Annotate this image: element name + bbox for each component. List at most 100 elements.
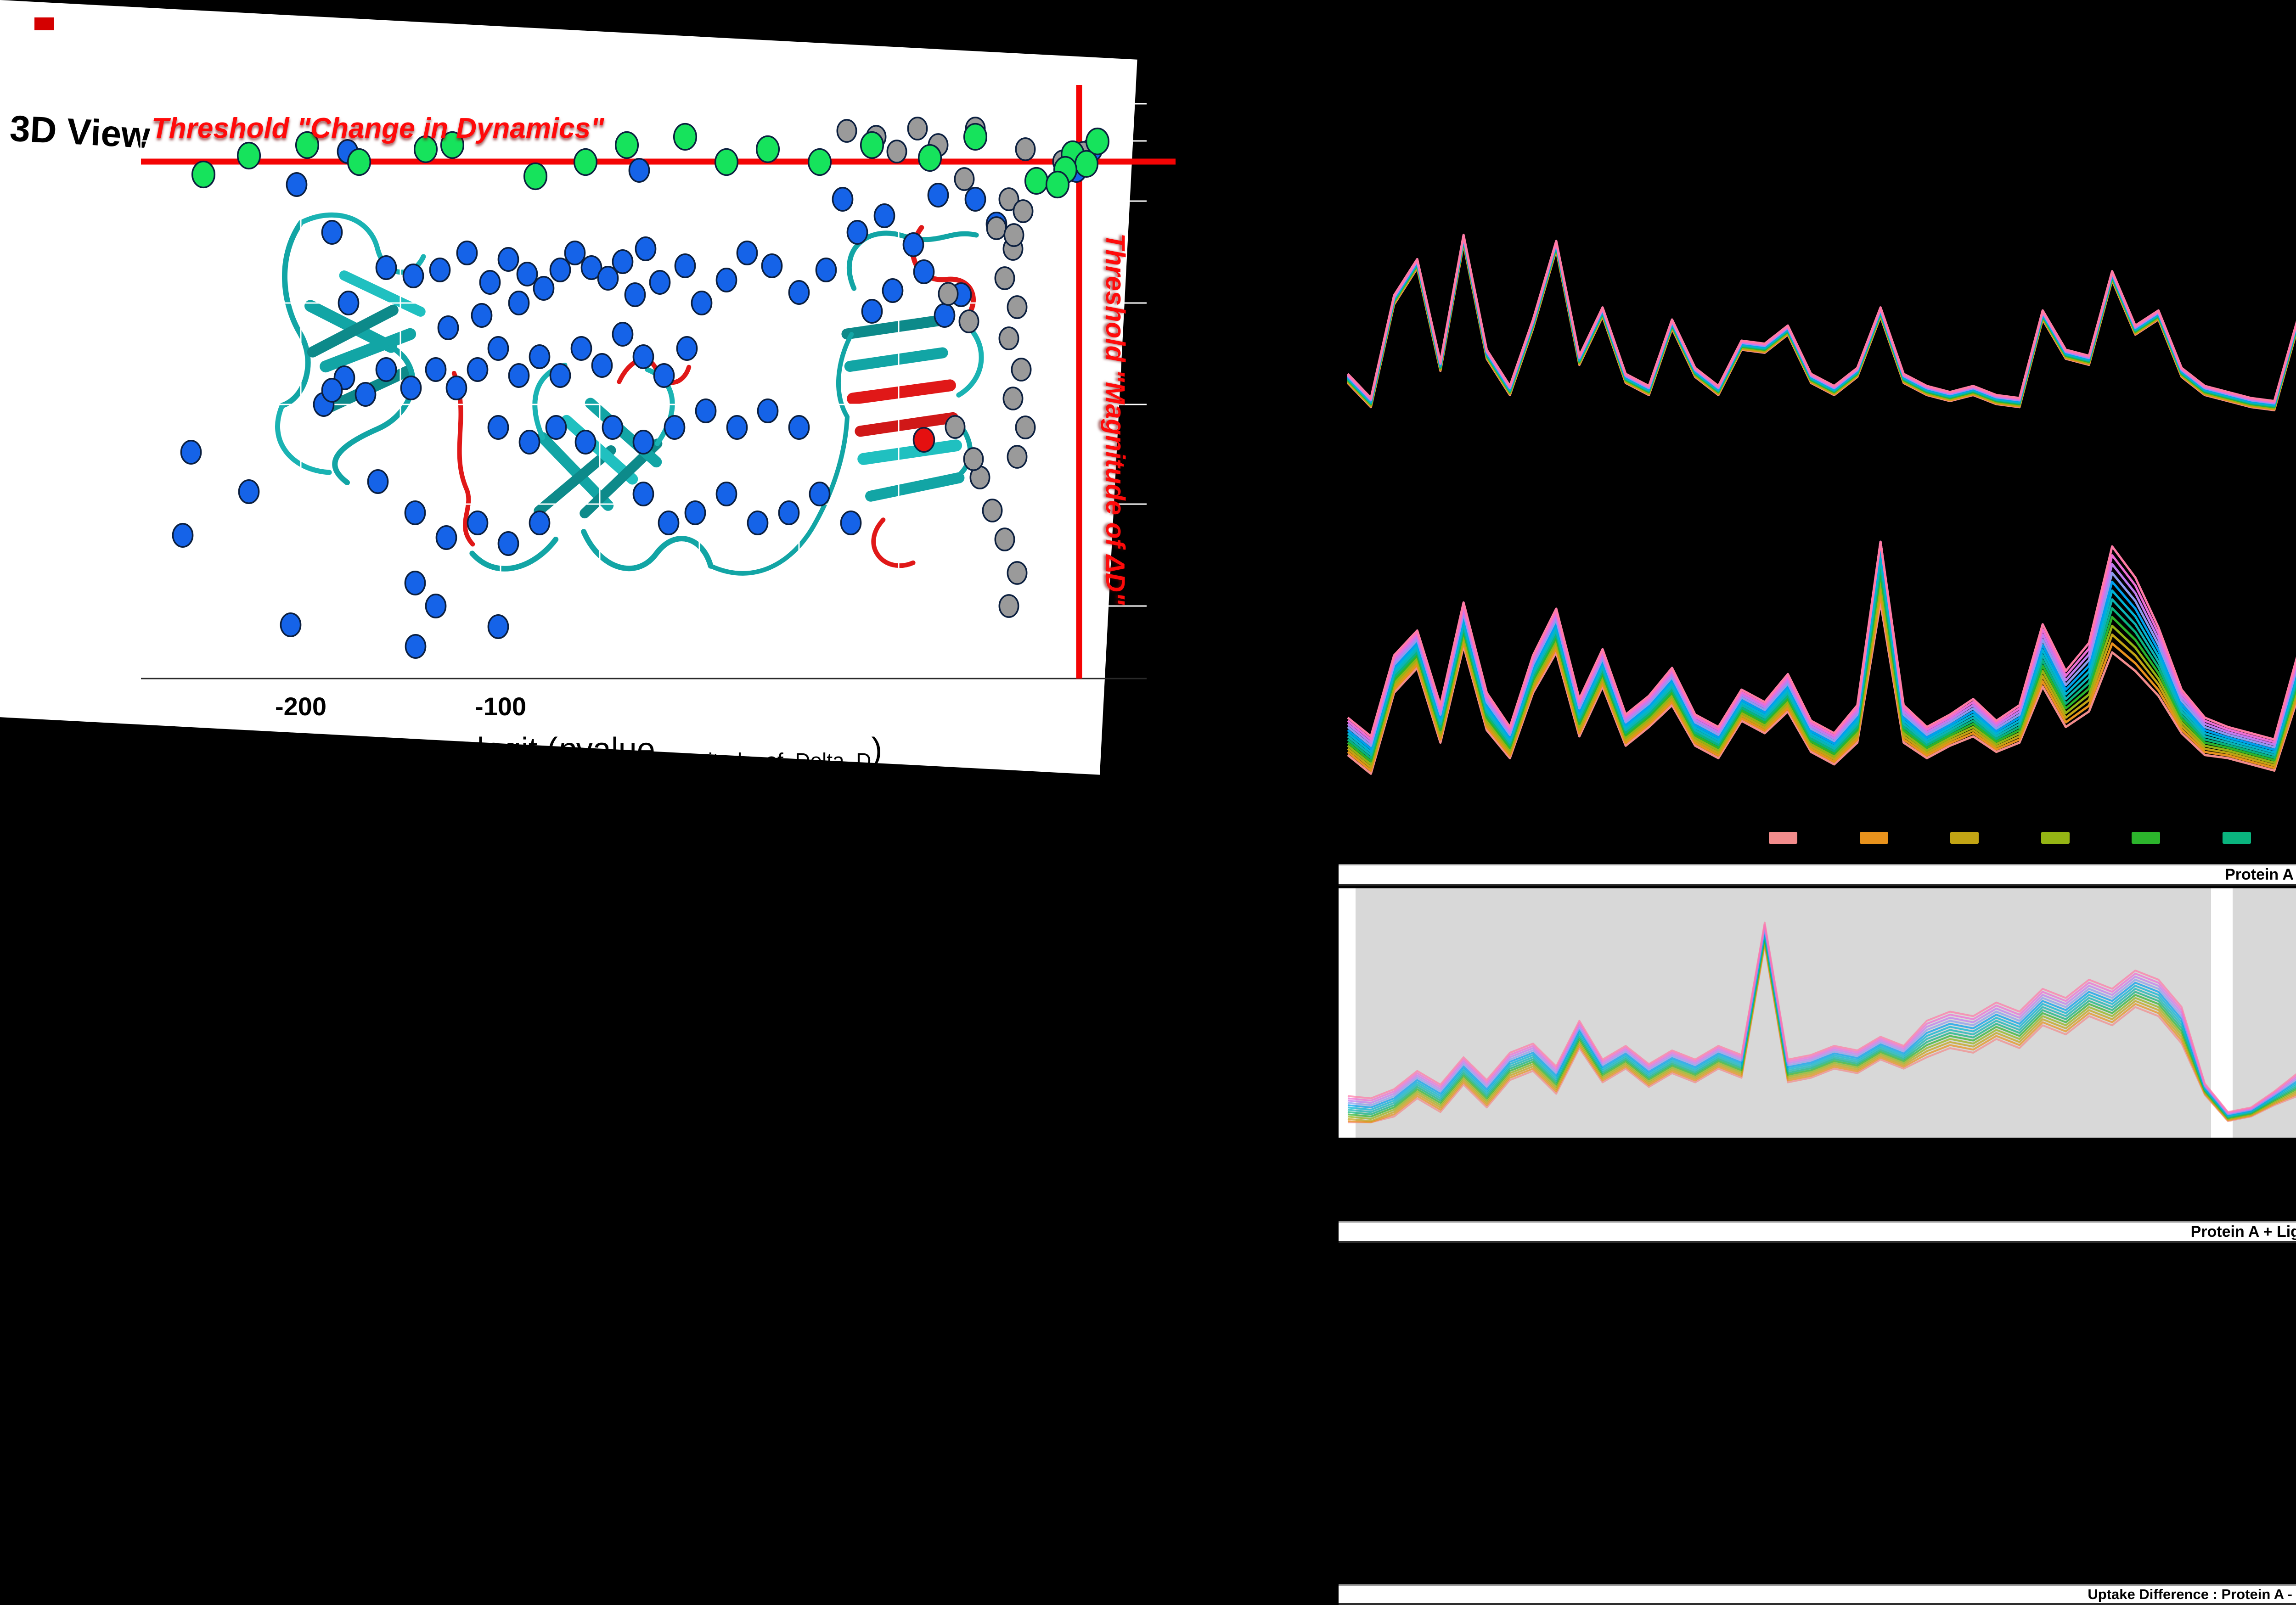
- volcano-point[interactable]: [191, 160, 216, 189]
- volcano-point[interactable]: [529, 344, 551, 369]
- volcano-point[interactable]: [523, 162, 548, 191]
- volcano-point[interactable]: [405, 634, 427, 659]
- volcano-point[interactable]: [658, 511, 680, 535]
- volcano-point[interactable]: [882, 278, 904, 303]
- volcano-point[interactable]: [402, 264, 424, 288]
- volcano-point[interactable]: [570, 336, 592, 361]
- volcano-point[interactable]: [994, 528, 1015, 551]
- volcano-point[interactable]: [1007, 295, 1028, 319]
- volcano-point[interactable]: [624, 282, 646, 307]
- volcano-point[interactable]: [487, 614, 509, 639]
- volcano-point[interactable]: [714, 148, 739, 176]
- volcano-point[interactable]: [533, 276, 555, 301]
- volcano-point[interactable]: [437, 315, 459, 340]
- volcano-point[interactable]: [295, 131, 320, 159]
- volcano-point[interactable]: [602, 415, 624, 440]
- volcano-point[interactable]: [429, 258, 451, 282]
- volcano-point[interactable]: [807, 148, 832, 176]
- volcano-point[interactable]: [425, 357, 447, 382]
- volcano-point[interactable]: [347, 148, 371, 176]
- volcano-point[interactable]: [497, 247, 519, 272]
- volcano-point[interactable]: [913, 259, 935, 284]
- volcano-point[interactable]: [1007, 445, 1028, 469]
- volcano-point[interactable]: [635, 236, 657, 261]
- volcano-point[interactable]: [280, 612, 302, 637]
- volcano-point[interactable]: [573, 148, 598, 176]
- volcano-point[interactable]: [873, 203, 895, 228]
- volcano-point[interactable]: [238, 479, 260, 504]
- volcano-point[interactable]: [612, 249, 634, 274]
- volcano-point[interactable]: [963, 447, 984, 471]
- volcano-point[interactable]: [321, 220, 343, 245]
- volcano-point[interactable]: [1015, 415, 1036, 439]
- volcano-point[interactable]: [747, 511, 769, 535]
- volcano-point[interactable]: [676, 336, 698, 361]
- volcano-point[interactable]: [632, 482, 654, 506]
- volcano-point[interactable]: [580, 255, 602, 280]
- volcano-point[interactable]: [471, 303, 493, 328]
- volcano-point[interactable]: [1085, 127, 1110, 156]
- volcano-point[interactable]: [649, 270, 671, 295]
- volcano-point[interactable]: [508, 291, 530, 315]
- volcano-point[interactable]: [684, 500, 706, 525]
- volcano-point[interactable]: [964, 187, 986, 212]
- volcano-point[interactable]: [367, 469, 389, 494]
- volcano-point[interactable]: [846, 220, 868, 245]
- volcano-point[interactable]: [861, 299, 883, 324]
- volcano-point[interactable]: [902, 232, 924, 257]
- volcano-point[interactable]: [440, 131, 465, 159]
- volcano-point[interactable]: [886, 140, 907, 163]
- volcano-point[interactable]: [321, 378, 343, 403]
- volcano-point[interactable]: [840, 511, 862, 535]
- volcano-point[interactable]: [597, 266, 619, 291]
- volcano-point[interactable]: [467, 357, 489, 382]
- volcano-point[interactable]: [653, 363, 675, 388]
- volcano-point[interactable]: [695, 398, 717, 423]
- volcano-point[interactable]: [836, 119, 857, 143]
- volcano-point[interactable]: [994, 266, 1015, 290]
- volcano-point[interactable]: [912, 427, 935, 453]
- volcano-point[interactable]: [788, 280, 810, 305]
- volcano-point[interactable]: [479, 270, 501, 295]
- volcano-point[interactable]: [497, 531, 519, 556]
- volcano-point[interactable]: [809, 482, 831, 506]
- volcano-point[interactable]: [487, 336, 509, 361]
- volcano-point[interactable]: [945, 415, 966, 439]
- volcano-point[interactable]: [425, 594, 447, 618]
- volcano-point[interactable]: [338, 291, 360, 315]
- volcano-point[interactable]: [736, 241, 758, 265]
- volcano-point[interactable]: [286, 172, 308, 197]
- volcano-point[interactable]: [180, 440, 202, 465]
- volcano-point[interactable]: [435, 525, 457, 550]
- volcano-point[interactable]: [236, 141, 261, 170]
- volcano-point[interactable]: [788, 415, 810, 440]
- volcano-point[interactable]: [1003, 223, 1024, 247]
- volcano-point[interactable]: [549, 258, 571, 282]
- volcano-point[interactable]: [632, 430, 654, 455]
- volcano-point[interactable]: [963, 123, 988, 151]
- volcano-point[interactable]: [1011, 358, 1032, 382]
- volcano-point[interactable]: [172, 523, 194, 548]
- volcano-point[interactable]: [549, 363, 571, 388]
- volcano-point[interactable]: [998, 594, 1019, 618]
- volcano-point[interactable]: [564, 241, 586, 265]
- volcano-point[interactable]: [614, 131, 639, 159]
- volcano-point[interactable]: [757, 398, 779, 423]
- volcano-point[interactable]: [664, 415, 686, 440]
- volcano-point[interactable]: [508, 363, 530, 388]
- volcano-point[interactable]: [375, 255, 397, 280]
- volcano-point[interactable]: [628, 158, 650, 183]
- volcano-point[interactable]: [998, 326, 1019, 350]
- volcano-point[interactable]: [404, 571, 426, 595]
- volcano-point[interactable]: [574, 430, 597, 455]
- volcano-point[interactable]: [487, 415, 509, 440]
- volcano-point[interactable]: [445, 376, 467, 400]
- volcano-point[interactable]: [907, 117, 928, 140]
- volcano-point[interactable]: [591, 353, 613, 378]
- volcano-point[interactable]: [673, 123, 698, 151]
- volcano-point[interactable]: [958, 309, 979, 333]
- volcano-point[interactable]: [674, 253, 696, 278]
- volcano-point[interactable]: [715, 482, 737, 506]
- volcano-point[interactable]: [632, 344, 654, 369]
- volcano-point[interactable]: [917, 144, 942, 172]
